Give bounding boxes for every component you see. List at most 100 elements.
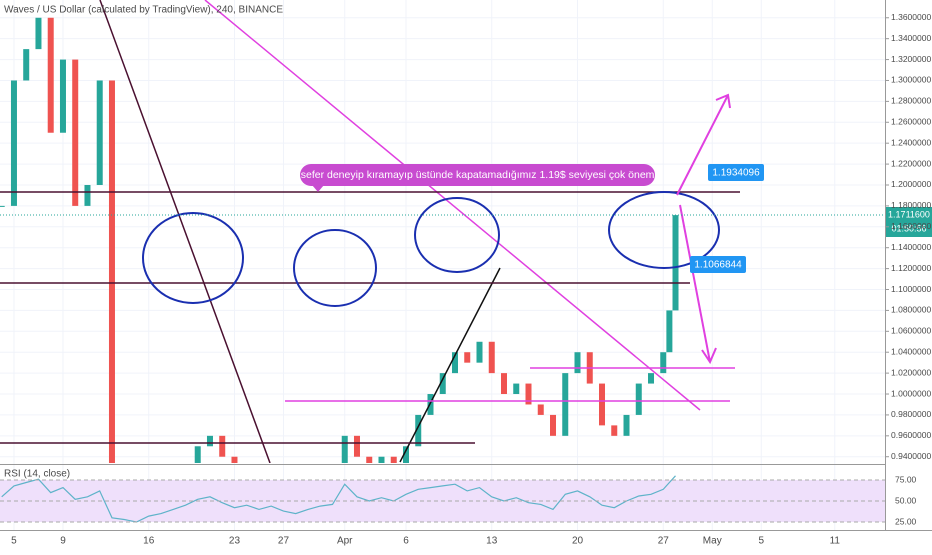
countdown: 01:50:56: [891, 223, 926, 233]
candle: [666, 310, 673, 353]
arrow: [679, 204, 717, 365]
x-tick-label: 5: [11, 536, 17, 547]
candles: [0, 17, 679, 463]
candle: [464, 352, 471, 363]
candle: [623, 414, 630, 436]
y-tick-label: 1.2600000: [891, 117, 931, 127]
candle: [353, 435, 360, 457]
rsi-line: [1, 475, 676, 523]
candle: [525, 383, 532, 405]
y-tick-label: 1.1600000: [891, 221, 931, 231]
candle: [599, 383, 606, 426]
y-tick-label: 1.0200000: [891, 367, 931, 377]
callout: [300, 164, 655, 186]
candle: [219, 435, 226, 457]
x-tick-label: 13: [486, 536, 498, 547]
x-tick-label: 23: [229, 536, 241, 547]
candle: [476, 341, 483, 363]
circle: [142, 212, 244, 304]
candle: [35, 17, 42, 50]
candle: [415, 414, 422, 447]
x-tick-label: 27: [278, 536, 290, 547]
x-tick-label: 16: [143, 536, 155, 547]
x-tick-label: May: [703, 536, 722, 547]
current-price: 1.1711600: [888, 209, 930, 219]
x-tick-label: 11: [830, 536, 841, 547]
candle: [574, 352, 581, 374]
candle: [0, 205, 5, 207]
rsi-tick-label: 50.00: [895, 495, 917, 505]
candle: [59, 59, 66, 133]
candle: [72, 59, 79, 206]
price-label-box: [708, 164, 764, 181]
y-tick-label: 1.3200000: [891, 54, 931, 64]
y-tick-label: 1.1800000: [891, 200, 931, 210]
candle: [96, 80, 103, 185]
y-tick-label: 0.9600000: [891, 430, 931, 440]
candle: [378, 456, 385, 463]
candle: [390, 456, 397, 463]
y-tick-label: 1.2800000: [891, 96, 931, 106]
y-tick-label: 0.9400000: [891, 451, 931, 461]
x-tick-label: 5: [758, 536, 764, 547]
price-label-box: [690, 256, 746, 273]
circle: [608, 191, 720, 269]
y-tick-label: 1.0000000: [891, 388, 931, 398]
candle: [366, 456, 373, 463]
candle: [488, 341, 495, 374]
y-tick-label: 1.2200000: [891, 158, 931, 168]
y-tick-label: 1.0400000: [891, 346, 931, 356]
candle: [231, 456, 238, 463]
candle: [648, 373, 655, 384]
candle: [439, 373, 446, 395]
callout-tail: [312, 185, 324, 192]
trendline: [99, 0, 271, 463]
candle: [635, 383, 642, 415]
y-tick-label: 1.3600000: [891, 12, 931, 22]
x-tick-label: 27: [658, 536, 670, 547]
candle: [23, 49, 30, 81]
candle: [513, 383, 520, 395]
drawings: [0, 0, 740, 463]
circle: [414, 197, 500, 273]
candle: [47, 17, 54, 133]
y-tick-label: 0.9800000: [891, 409, 931, 419]
y-tick-label: 1.0600000: [891, 326, 931, 336]
rsi-tick-label: 25.00: [895, 516, 917, 526]
rsi-label: RSI (14, close): [4, 469, 70, 480]
annotation: 4 sefer deneyip kıramayıp üstünde kapata…: [292, 169, 662, 181]
y-tick-label: 1.3400000: [891, 33, 931, 43]
trendline: [204, 0, 701, 411]
y-tick-label: 1.1400000: [891, 242, 931, 252]
rsi-panel: [1, 475, 676, 523]
y-tick-label: 1.0800000: [891, 305, 931, 315]
y-tick-label: 1.2400000: [891, 137, 931, 147]
circle: [293, 229, 377, 307]
candle: [194, 446, 201, 463]
current-price-box: [886, 207, 932, 237]
trendline: [399, 267, 501, 463]
y-tick-label: 1.3000000: [891, 75, 931, 85]
y-tick-label: 1.1200000: [891, 263, 931, 273]
x-tick-label: Apr: [337, 536, 353, 547]
candle: [550, 414, 557, 436]
candle: [660, 352, 667, 374]
candle: [402, 446, 409, 463]
level-label: 1.1934096: [712, 168, 760, 179]
y-tick-label: 1.2000000: [891, 179, 931, 189]
x-tick-label: 20: [572, 536, 584, 547]
x-tick-label: 6: [403, 536, 409, 547]
candle: [451, 352, 458, 374]
candle: [10, 80, 17, 206]
x-tick-label: 9: [60, 536, 66, 547]
candle: [537, 404, 544, 415]
candle: [672, 215, 679, 311]
candle: [84, 184, 91, 206]
candle: [108, 80, 115, 463]
level-label: 1.1066844: [694, 260, 742, 271]
candle: [611, 425, 618, 436]
candle: [341, 435, 348, 463]
chart-title: Waves / US Dollar (calculated by Trading…: [4, 5, 283, 16]
